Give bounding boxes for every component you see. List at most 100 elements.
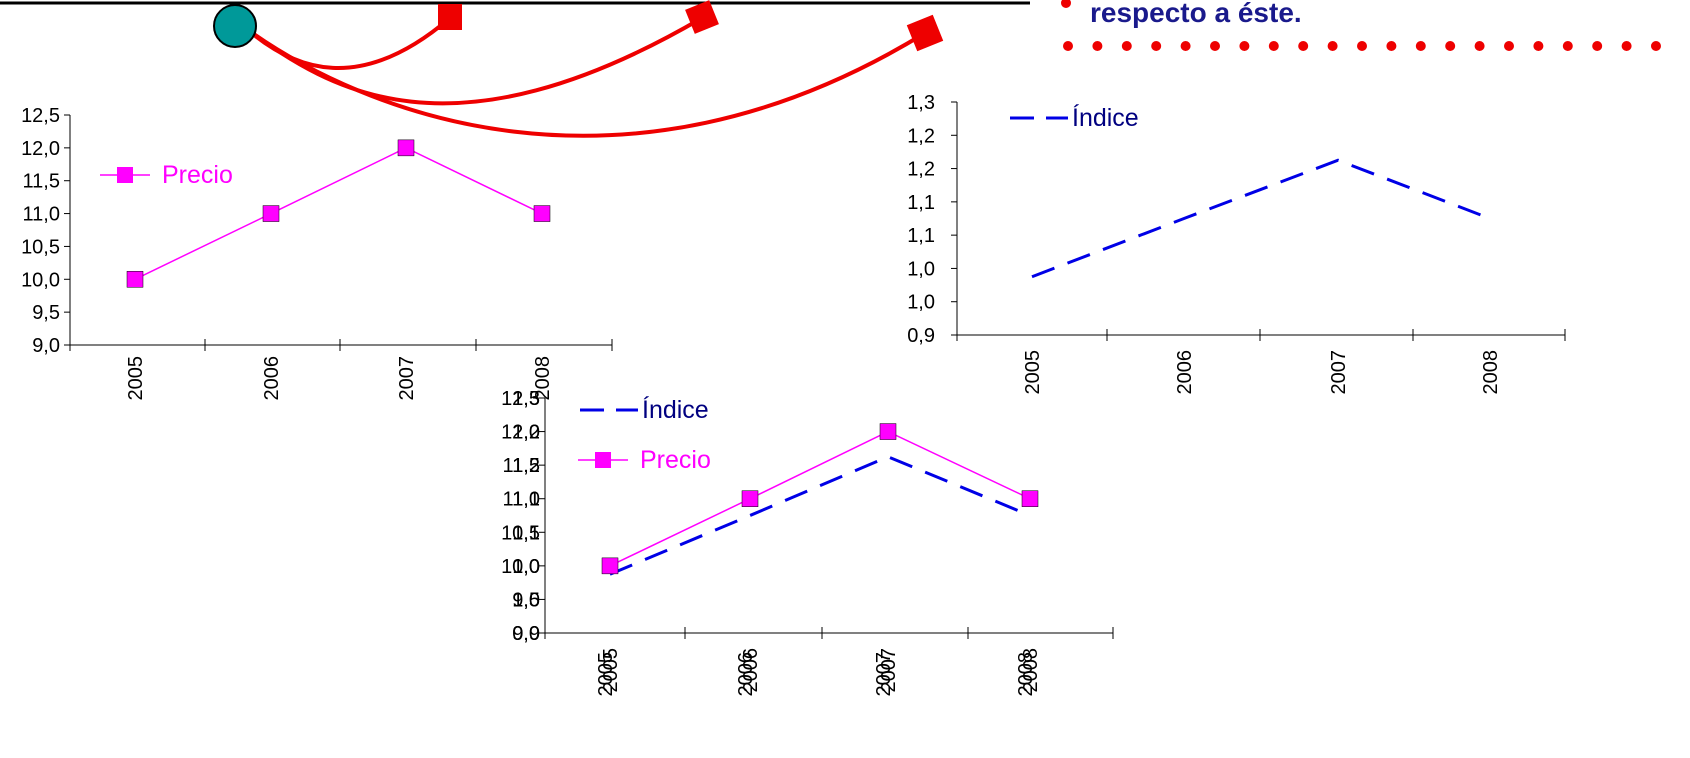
dotted-line-dot (1151, 41, 1162, 51)
dotted-line-dot (1533, 41, 1544, 51)
dotted-line-dot (1327, 41, 1338, 51)
y-tick-label: 10,5 (21, 236, 60, 258)
y-tick-label: 11,5 (23, 171, 60, 193)
dotted-line-dot (1357, 41, 1367, 51)
chart-combined: 0,99,01,09,51,010,01,110,51,111,01,211,5… (501, 388, 1114, 697)
dotted-line-dot (1621, 41, 1632, 51)
dotted-line-dot (1268, 41, 1279, 51)
dotted-line-dot (1180, 41, 1191, 51)
series-line-precio (609, 430, 1031, 567)
y-tick-label: 1,0 (512, 556, 540, 578)
y-tick-label: 1,1 (512, 489, 540, 511)
data-point-marker (741, 490, 759, 507)
dotted-line-dot (1415, 41, 1426, 51)
legend-label: Índice (642, 395, 709, 424)
connector-marker-1 (438, 4, 462, 30)
series-line-indice (1031, 158, 1491, 279)
y-tick-label: 9,0 (32, 335, 60, 357)
series-line-indice (609, 455, 1031, 576)
connector-curve-1 (246, 16, 452, 70)
legend-label: Índice (1072, 103, 1139, 132)
dotted-line-dot (1474, 41, 1485, 51)
y-tick-label: 10,0 (501, 556, 540, 578)
y-tick-label: 1,1 (512, 522, 540, 544)
dotted-line-dot (1651, 41, 1661, 51)
note: respecto a éste. (1061, 0, 1661, 51)
x-tick-label: 2008 (532, 356, 554, 401)
y-tick-label: 1,0 (907, 258, 935, 280)
data-point-marker (262, 205, 280, 222)
y-tick-label: 9,0 (512, 623, 540, 645)
y-tick-label: 10,0 (21, 269, 60, 291)
dotted-line-dot (1092, 41, 1103, 51)
y-tick-label: 10,5 (501, 522, 540, 544)
y-tick-label: 1,2 (907, 159, 935, 181)
connector-origin-circle (213, 4, 257, 48)
x-tick-label: 2007 (396, 356, 418, 401)
x-tick-label: 2007 (878, 648, 900, 693)
y-tick-label: 1,0 (907, 292, 935, 314)
x-tick-label: 2006 (261, 356, 283, 401)
data-point-marker (1021, 490, 1039, 507)
x-tick-label: 2005 (595, 652, 617, 697)
x-tick-label: 2006 (1174, 350, 1196, 395)
legend-marker (595, 452, 611, 468)
data-point-marker (533, 205, 551, 222)
x-tick-label: 2006 (740, 648, 762, 693)
data-point-marker (879, 423, 897, 440)
y-tick-label: 9,5 (512, 589, 540, 611)
y-tick-label: 0,9 (907, 325, 935, 347)
legend-label: Precio (640, 446, 711, 474)
y-tick-label: 1,3 (512, 388, 540, 410)
y-tick-label: 1,2 (907, 125, 935, 147)
y-tick-label: 12,5 (21, 105, 60, 127)
x-tick-label: 2007 (873, 652, 895, 697)
y-tick-label: 1,0 (512, 589, 540, 611)
note-bullet (1061, 0, 1071, 8)
y-tick-label: 9,5 (32, 302, 60, 324)
x-tick-label: 2008 (1480, 350, 1502, 395)
data-point-marker (397, 139, 415, 157)
y-tick-label: 11,5 (503, 455, 540, 477)
dotted-line (1063, 41, 1661, 51)
dotted-line-dot (1063, 41, 1073, 51)
x-tick-label: 2008 (1015, 652, 1037, 697)
legend-marker (117, 167, 133, 183)
y-tick-label: 12,0 (21, 138, 60, 160)
x-tick-label: 2008 (1020, 648, 1042, 693)
dotted-line-dot (1562, 41, 1573, 51)
legend-label: Precio (162, 161, 233, 189)
note-text: respecto a éste. (1090, 0, 1302, 28)
y-tick-label: 1,2 (512, 455, 540, 477)
y-tick-label: 11,0 (503, 489, 540, 511)
dotted-line-dot (1239, 41, 1250, 51)
dotted-line-dot (1210, 41, 1220, 51)
x-tick-label: 2007 (1328, 350, 1350, 395)
y-tick-label: 1,1 (907, 192, 935, 214)
y-tick-label: 1,2 (512, 422, 540, 444)
connector-marker-2 (685, 0, 719, 34)
connector-curve-3 (246, 28, 927, 138)
x-tick-label: 2005 (600, 648, 622, 693)
y-tick-label: 0,9 (512, 623, 540, 645)
series-line-precio (134, 147, 543, 280)
x-tick-label: 2005 (125, 356, 147, 401)
dotted-line-dot (1445, 41, 1456, 51)
dotted-line-dot (1121, 41, 1132, 51)
dotted-line-dot (1386, 41, 1397, 51)
dotted-line-dot (1298, 41, 1309, 51)
dotted-line-dot (1504, 41, 1514, 51)
data-point-marker (126, 271, 144, 288)
x-tick-label: 2006 (735, 652, 757, 697)
chart-precio: 9,0 9,5 10,0 10,5 11,0 11,5 12,0 12,5 2005 2006 20… (21, 105, 613, 401)
y-tick-label: 1,1 (907, 225, 935, 247)
y-tick-label: 11,0 (23, 204, 60, 226)
data-point-marker (601, 557, 619, 575)
dotted-line-dot (1592, 41, 1603, 51)
chart-indice: 0,9 1,0 1,0 1,1 1,1 1,2 1,2 1,3 2005 2006 2007 2008… (907, 92, 1566, 395)
x-tick-label: 2005 (1022, 350, 1044, 395)
connector-marker-3 (906, 14, 944, 52)
connector-curve-2 (246, 16, 704, 106)
